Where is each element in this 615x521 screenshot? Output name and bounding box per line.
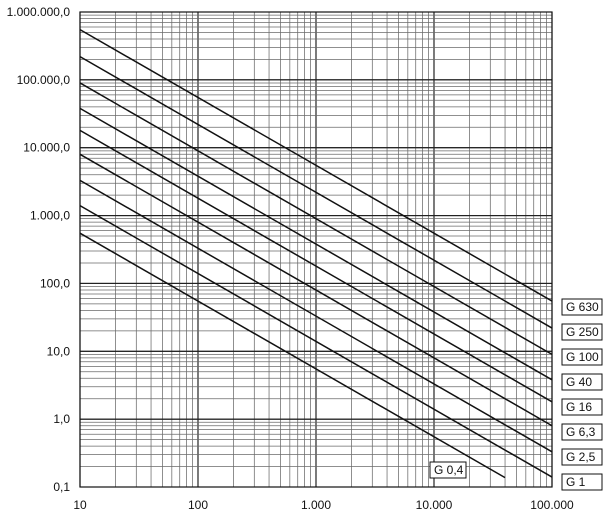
y-tick-label: 100.000,0 [17, 73, 71, 87]
series-line [79, 107, 553, 381]
series-label-text: G 630 [566, 300, 599, 314]
series-line [79, 153, 553, 427]
series-line [79, 205, 553, 478]
y-tick-label: 100,0 [40, 276, 70, 290]
series-label-text: G 6,3 [566, 425, 596, 439]
series-label-text: G 0,4 [434, 463, 464, 477]
series-label: G 250 [561, 323, 603, 341]
x-tick-label: 100 [188, 498, 208, 512]
y-tick-label: 1,0 [53, 412, 70, 426]
series-label: G 0,4 [429, 461, 467, 479]
y-tick-label: 1.000.000,0 [7, 5, 71, 19]
series-line [79, 232, 506, 479]
grid-lines [79, 11, 553, 488]
series-line [79, 179, 553, 453]
series-line [79, 55, 553, 329]
y-tick-label: 1.000,0 [30, 209, 70, 223]
series-label-box [561, 373, 603, 391]
series-label-box [561, 423, 603, 441]
series-label-box [561, 473, 603, 491]
series-label: G 2,5 [561, 448, 603, 466]
series-line [79, 129, 553, 403]
y-tick-label: 10,0 [47, 344, 71, 358]
y-tick-label: 10.000,0 [23, 141, 70, 155]
x-tick-label: 10 [73, 498, 87, 512]
series-label-text: G 250 [566, 325, 599, 339]
series-label-box [429, 461, 467, 479]
x-tick-label: 10.000 [416, 498, 453, 512]
series-line [79, 82, 553, 356]
series-label-box [561, 348, 603, 366]
series-label-box [561, 448, 603, 466]
series-label: G 16 [561, 398, 603, 416]
series-label: G 100 [561, 348, 603, 366]
series-label: G 1 [561, 473, 603, 491]
y-tick-label: 0,1 [53, 480, 70, 494]
plot-frame [79, 11, 553, 488]
series-label-box [561, 323, 603, 341]
series-label-text: G 40 [566, 375, 592, 389]
series-label-text: G 2,5 [566, 450, 596, 464]
series-label-text: G 100 [566, 350, 599, 364]
series-label-text: G 1 [566, 475, 586, 489]
series-label: G 630 [561, 298, 603, 316]
series-label-box [561, 398, 603, 416]
series-label: G 40 [561, 373, 603, 391]
x-tick-label: 1.000 [301, 498, 331, 512]
series-label-box [561, 298, 603, 316]
series-label-text: G 16 [566, 400, 592, 414]
x-tick-label: 100.000 [530, 498, 574, 512]
series-label: G 6,3 [561, 423, 603, 441]
series-line [79, 28, 553, 302]
